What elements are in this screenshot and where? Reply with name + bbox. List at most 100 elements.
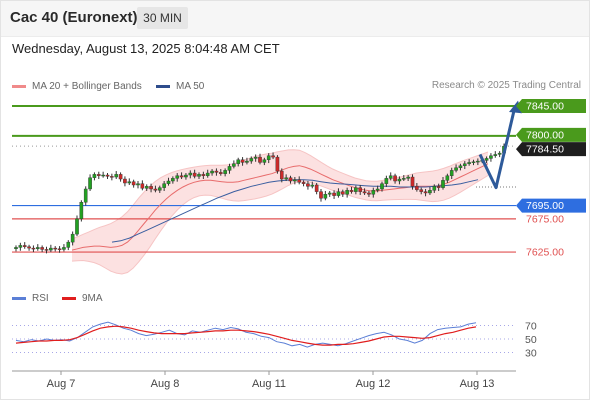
candle-body	[314, 184, 319, 192]
rsi9ma-legend-label: 9MA	[82, 293, 103, 304]
rsi-level-label: 70	[525, 321, 537, 333]
candle-body	[284, 177, 288, 180]
candle-body	[218, 172, 223, 174]
candle-body	[171, 178, 175, 182]
candle-body	[79, 202, 84, 220]
candle-body	[327, 192, 332, 195]
candle-body	[14, 247, 18, 249]
candle-body	[432, 186, 437, 191]
candle-body	[484, 158, 489, 161]
candle-body	[358, 187, 363, 192]
candle-body	[245, 160, 249, 163]
candle-body	[380, 183, 384, 190]
candle-body	[188, 172, 193, 176]
candle-body	[184, 174, 188, 178]
candle-body	[410, 176, 415, 187]
candle-body	[232, 163, 236, 167]
candle-body	[476, 160, 480, 163]
candle-body	[153, 188, 158, 191]
candle-body	[319, 191, 323, 199]
rsi-legend-label: RSI	[32, 293, 49, 304]
candle-body	[489, 155, 493, 159]
candle-body	[293, 179, 297, 182]
candle-body	[388, 175, 393, 179]
candle-body	[236, 159, 241, 164]
candle-body	[210, 170, 214, 174]
candle-body	[70, 233, 75, 243]
x-tick-label: Aug 13	[460, 378, 495, 390]
x-tick-label: Aug 7	[47, 378, 76, 390]
candle-body	[397, 178, 402, 182]
candle-body	[66, 241, 71, 248]
level-tag-text: 7625.00	[526, 247, 564, 259]
candle-body	[371, 190, 376, 195]
candle-body	[423, 191, 428, 194]
candle-body	[75, 218, 79, 235]
level-tag-7800.00	[516, 127, 586, 142]
candle-body	[114, 174, 119, 178]
candle-body	[192, 172, 197, 177]
timestamp: Wednesday, August 13, 2025 8:04:48 AM CE…	[12, 41, 280, 56]
candle-body	[349, 190, 354, 192]
candle-body	[149, 186, 153, 190]
candle-body	[323, 194, 328, 199]
candle-body	[166, 180, 171, 184]
candle-body	[471, 161, 476, 163]
candle-body	[428, 190, 432, 194]
level-tag-text: 7695.00	[526, 200, 564, 212]
candle-body	[96, 174, 101, 176]
candle-body	[406, 176, 410, 179]
level-tag-text: 7800.00	[526, 129, 564, 141]
candle-body	[340, 191, 345, 195]
timeframe-button[interactable]: 30 MIN	[137, 7, 188, 29]
rsi9ma-legend-swatch	[62, 297, 76, 300]
candle-body	[419, 189, 424, 192]
level-tag-text: 7675.00	[526, 213, 564, 225]
candle-body	[157, 187, 162, 191]
bollinger-upper-line	[71, 149, 489, 240]
candle-body	[35, 247, 40, 249]
candle-body	[458, 165, 463, 168]
candle-body	[101, 174, 105, 177]
credit-text: Research © 2025 Trading Central	[431, 80, 581, 91]
candle-body	[310, 184, 315, 187]
candle-body	[214, 170, 219, 173]
ma20-legend-swatch	[12, 85, 26, 88]
candle-body	[127, 181, 132, 184]
candle-body	[18, 245, 23, 248]
candle-body	[279, 170, 284, 180]
candle-body	[345, 190, 349, 195]
candle-body	[140, 183, 145, 189]
ma20-legend-label: MA 20 + Bollinger Bands	[32, 81, 142, 92]
candle-body	[266, 155, 271, 160]
candle-body	[271, 155, 275, 158]
candle-body	[354, 187, 358, 192]
level-tag-text: 7845.00	[526, 100, 564, 112]
candle-body	[462, 163, 467, 166]
rsi-legend-swatch	[12, 297, 26, 300]
instrument-title: Cac 40 (Euronext)	[10, 9, 138, 26]
candle-body	[367, 192, 371, 195]
candle-body	[375, 188, 380, 191]
candle-body	[31, 247, 36, 250]
candle-body	[179, 175, 184, 178]
candle-body	[105, 174, 110, 177]
candle-body	[118, 174, 123, 180]
ma50-legend-swatch	[156, 85, 170, 88]
candle-body	[49, 247, 53, 251]
candle-body	[197, 174, 201, 177]
x-tick-label: Aug 8	[151, 378, 180, 390]
candle-body	[92, 174, 97, 178]
candle-body	[123, 178, 127, 184]
candle-body	[223, 170, 227, 174]
candle-body	[384, 178, 389, 184]
candle-body	[436, 186, 441, 188]
candle-body	[144, 186, 149, 189]
candle-body	[306, 183, 310, 187]
candle-body	[467, 162, 471, 164]
candle-body	[297, 179, 302, 183]
x-tick-label: Aug 12	[356, 378, 391, 390]
ma50-legend-label: MA 50	[176, 81, 205, 92]
rsi-level-label: 30	[525, 348, 537, 360]
